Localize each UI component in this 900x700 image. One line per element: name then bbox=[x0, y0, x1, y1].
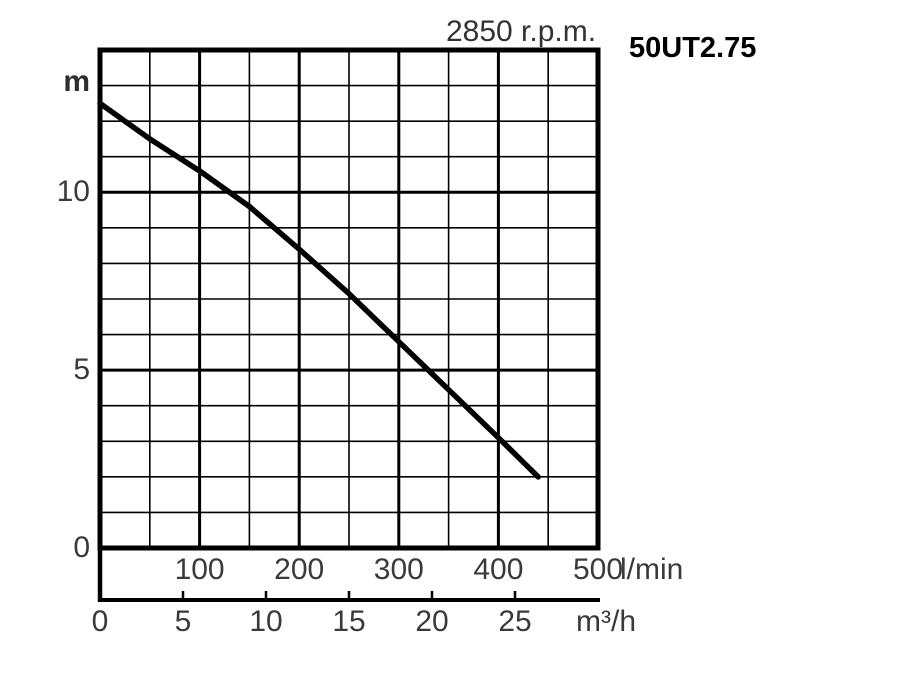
y-tick-label-5: 5 bbox=[73, 353, 90, 387]
x-m3h-tick-label-25: 25 bbox=[498, 605, 532, 638]
x-lmin-tick-label-200: 200 bbox=[274, 553, 325, 586]
x-m3h-tick-label-0: 0 bbox=[91, 605, 109, 638]
x-lmin-tick-label-300: 300 bbox=[373, 553, 424, 586]
x-m3h-tick-label-10: 10 bbox=[249, 605, 283, 638]
chart-title-rpm: 2850 r.p.m. bbox=[445, 15, 597, 48]
x-lmin-tick-label-500: 500 bbox=[572, 553, 624, 586]
x-m3h-tick-label-15: 15 bbox=[332, 605, 366, 638]
x-lmin-tick-label-400: 400 bbox=[473, 553, 524, 586]
y-tick-label-0: 0 bbox=[73, 531, 90, 564]
y-axis-unit-label: m bbox=[63, 65, 90, 98]
y-tick-label-10: 10 bbox=[56, 175, 90, 209]
x-lmin-tick-label-100: 100 bbox=[174, 553, 225, 586]
x-m3h-tick-label-20: 20 bbox=[415, 605, 449, 638]
model-label: 50UT2.75 bbox=[629, 32, 757, 64]
x-axis-lmin-unit-label: l/min bbox=[620, 553, 684, 586]
x-m3h-tick-label-5: 5 bbox=[174, 605, 192, 638]
pump-head-curve bbox=[97, 100, 541, 480]
plot-border bbox=[97, 47, 601, 551]
x-axis-m3h-unit-label: m³/h bbox=[576, 605, 636, 638]
